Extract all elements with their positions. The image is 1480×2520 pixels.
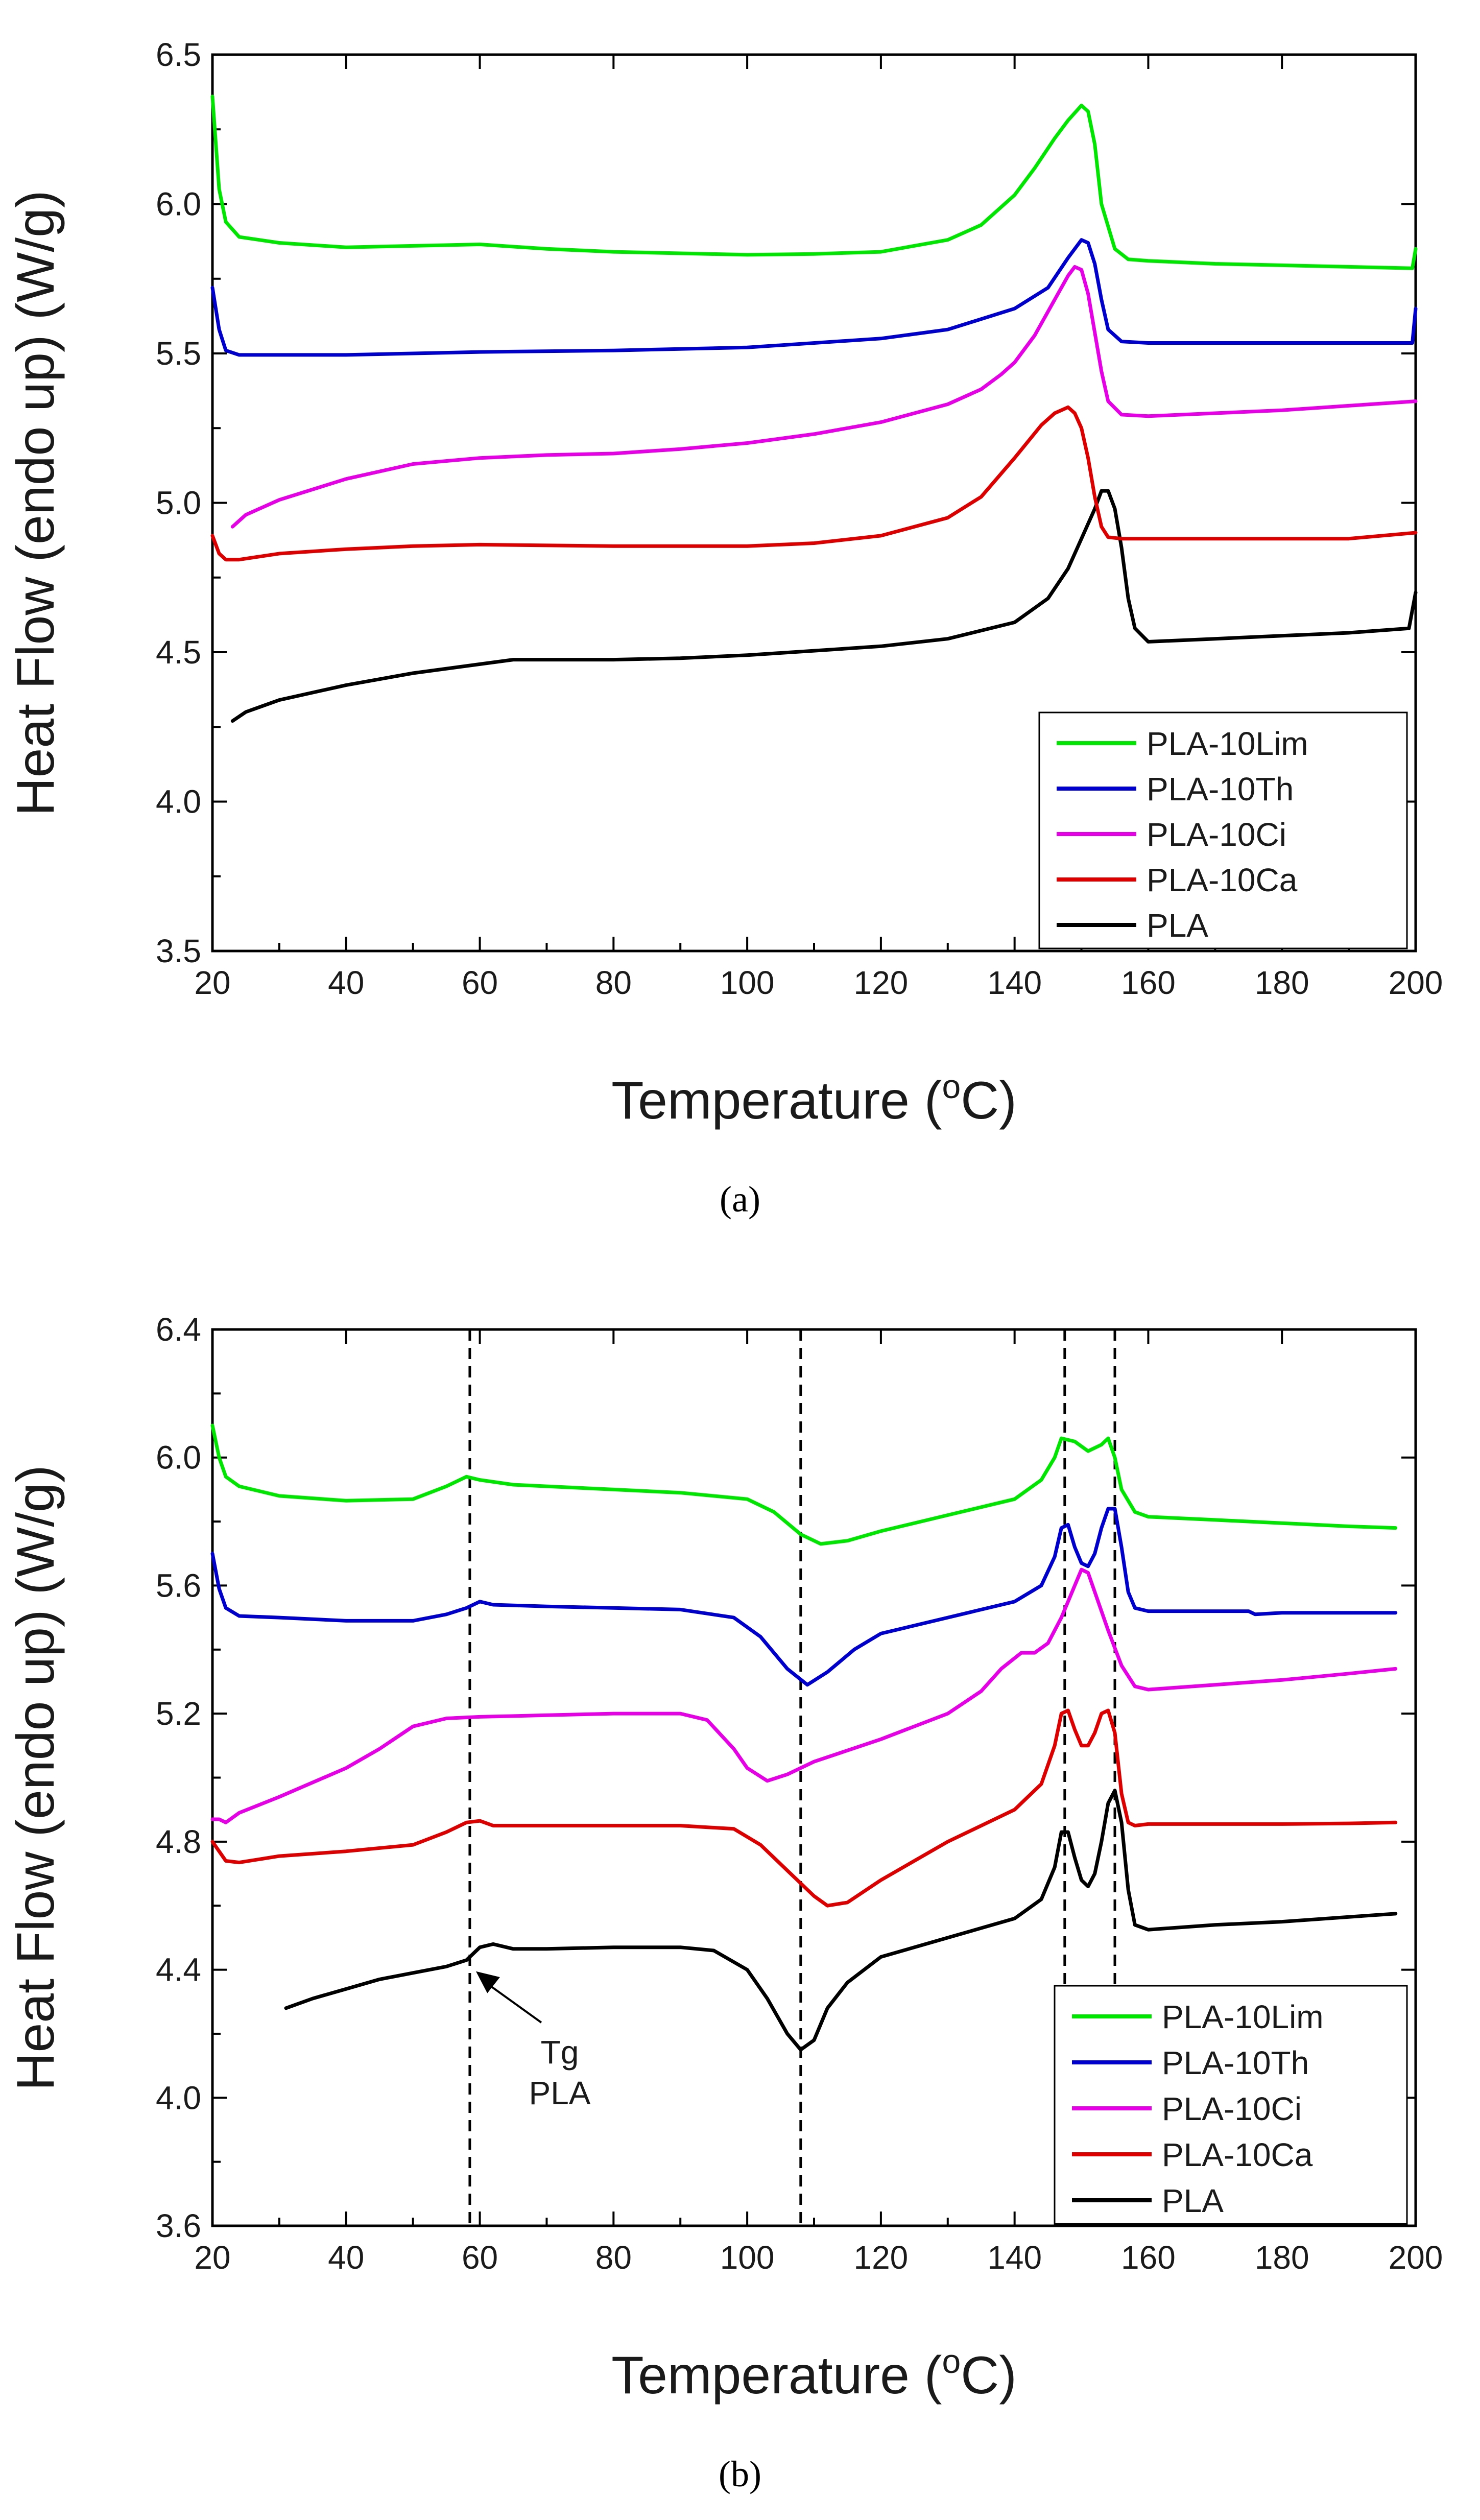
chart-a-ytick-label: 5.5 <box>156 335 201 372</box>
chart-a-ytick-label: 6.5 <box>156 36 201 73</box>
chart-a-legend-label: PLA-10Th <box>1147 771 1294 807</box>
chart-b-xtick-label: 100 <box>720 2239 775 2276</box>
chart-b-ytick-label: 6.0 <box>156 1439 201 1476</box>
chart-a-ytick-label: 4.0 <box>156 783 201 820</box>
chart-a-ylabel: Heat Flow (endo up) (W/g) <box>6 190 65 816</box>
chart-b-xtick-label: 120 <box>853 2239 908 2276</box>
chart-a-ytick-label: 5.0 <box>156 485 201 521</box>
chart-b-xtick-label: 180 <box>1255 2239 1309 2276</box>
chart-b-xlabel-sup: o <box>942 2342 961 2380</box>
chart-b-xlabel: Temperature (oC) <box>611 2342 1017 2405</box>
chart-a-xtick-label: 140 <box>987 964 1042 1001</box>
chart-b-series-pla-10ca <box>210 1708 1398 1908</box>
chart-a-xtick-label: 160 <box>1121 964 1176 1001</box>
chart-b-ytick-label: 4.8 <box>156 1823 201 1860</box>
chart-b-ylabel: Heat Flow (endo up) (W/g) <box>6 1465 65 2090</box>
chart-a-xtick-label: 60 <box>462 964 498 1001</box>
chart-b-xlabel-end: C) <box>961 2346 1017 2405</box>
chart-b-legend-label: PLA-10Ci <box>1162 2090 1302 2127</box>
chart-a-legend-label: PLA-10Ca <box>1147 862 1298 898</box>
chart-a-series-pla-10ci <box>230 265 1418 529</box>
chart-a-xlabel-sup: o <box>942 1067 961 1105</box>
chart-b-xlabel-main: Temperature ( <box>611 2346 942 2405</box>
chart-b-series-pla-10lim <box>210 1423 1398 1546</box>
chart-a-xtick-label: 100 <box>720 964 775 1001</box>
chart-b-annotation: Tg PLA <box>475 1971 591 2111</box>
tg-annotation-line2: PLA <box>529 2075 591 2111</box>
chart-b: 20 40 60 80 100 120 140 160 180 200 3.6 4.0 4.4 4.8 5.… <box>6 1311 1443 2494</box>
chart-a-xlabel-main: Temperature ( <box>611 1071 942 1130</box>
chart-b-series-pla-10ci <box>210 1567 1398 1824</box>
chart-b-xtick-label: 60 <box>462 2239 498 2276</box>
chart-a-series-pla-10lim <box>210 94 1418 270</box>
chart-b-legend-label: PLA-10Lim <box>1162 1999 1324 2035</box>
chart-b-legend-label: PLA <box>1162 2182 1224 2219</box>
chart-b-series <box>210 1423 1398 2052</box>
chart-a-xtick-label: 180 <box>1255 964 1309 1001</box>
chart-a-xtick-label: 40 <box>328 964 364 1001</box>
chart-a-ticks: 20 40 60 80 100 120 140 160 180 200 3.5 4.0 4.5 5.0 5.… <box>156 36 1443 1001</box>
chart-b-ytick-label: 5.2 <box>156 1695 201 1732</box>
chart-a-xtick-label: 20 <box>194 964 230 1001</box>
tg-arrow-line <box>486 1983 542 2024</box>
chart-a-xlabel-end: C) <box>961 1071 1017 1130</box>
chart-a-ytick-label: 3.5 <box>156 933 201 969</box>
chart-a-panel-label: (a) <box>720 1179 760 1220</box>
chart-b-xtick-label: 20 <box>194 2239 230 2276</box>
chart-a-xtick-label: 80 <box>595 964 632 1001</box>
chart-b-series-pla <box>284 1789 1398 2052</box>
chart-b-xtick-label: 40 <box>328 2239 364 2276</box>
chart-a-series-pla-10ca <box>210 405 1418 562</box>
chart-a-legend-label: PLA-10Ci <box>1147 816 1286 853</box>
chart-b-series-pla-10th <box>210 1507 1398 1687</box>
chart-a-ytick-label: 6.0 <box>156 186 201 223</box>
chart-b-xtick-label: 160 <box>1121 2239 1176 2276</box>
chart-b-legend-label: PLA-10Ca <box>1162 2136 1313 2173</box>
chart-b-legend: PLA-10Lim PLA-10Th PLA-10Ci PLA-10Ca PLA <box>1054 1985 1408 2225</box>
chart-a-xtick-label: 120 <box>853 964 908 1001</box>
tg-arrow-head-icon <box>475 1971 500 1993</box>
chart-b-legend-box <box>1054 1985 1408 2225</box>
chart-b-ytick-label: 5.6 <box>156 1567 201 1604</box>
chart-b-ytick-label: 4.0 <box>156 2079 201 2116</box>
chart-a-series <box>210 94 1418 723</box>
chart-a-legend-label: PLA-10Lim <box>1147 725 1308 762</box>
chart-a-legend-label: PLA <box>1147 907 1208 944</box>
chart-b-xtick-label: 80 <box>595 2239 632 2276</box>
chart-b-ticks: 20 40 60 80 100 120 140 160 180 200 3.6 4.0 4.4 4.8 5.… <box>156 1311 1443 2276</box>
chart-a: 20 40 60 80 100 120 140 160 180 200 3.5 4.0 4.5 5.0 5.… <box>6 36 1443 1220</box>
chart-a-series-pla <box>230 489 1418 723</box>
chart-b-panel-label: (b) <box>719 2454 761 2494</box>
tg-annotation-line1: Tg <box>541 2034 579 2071</box>
chart-b-legend-label: PLA-10Th <box>1162 2044 1309 2081</box>
chart-a-xlabel: Temperature (oC) <box>611 1067 1017 1130</box>
chart-a-series-pla-10th <box>210 238 1418 357</box>
chart-a-legend-box <box>1038 711 1408 949</box>
chart-a-ytick-label: 4.5 <box>156 634 201 671</box>
chart-a-legend: PLA-10Lim PLA-10Th PLA-10Ci PLA-10Ca PLA <box>1038 711 1408 949</box>
chart-b-ytick-label: 4.4 <box>156 1952 201 1988</box>
chart-b-xtick-label: 200 <box>1389 2239 1443 2276</box>
chart-b-ytick-label: 3.6 <box>156 2207 201 2244</box>
chart-a-xtick-label: 200 <box>1389 964 1443 1001</box>
chart-b-ytick-label: 6.4 <box>156 1311 201 1348</box>
chart-b-xtick-label: 140 <box>987 2239 1042 2276</box>
